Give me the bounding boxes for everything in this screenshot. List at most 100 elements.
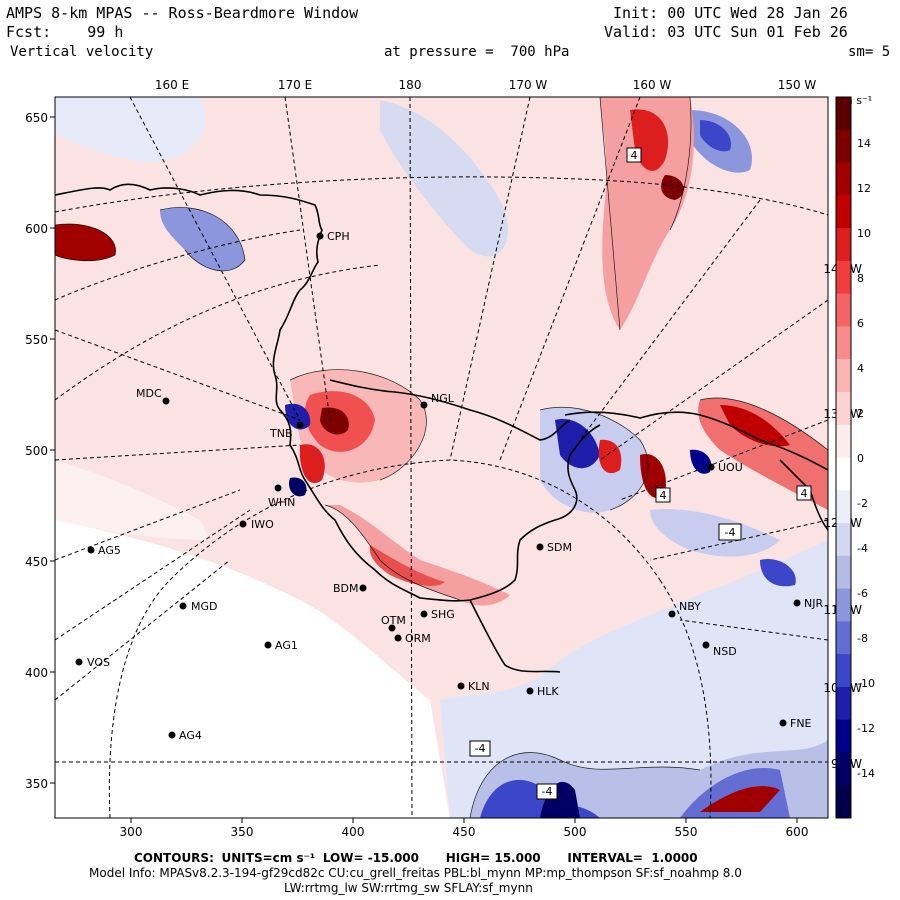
valid-time: Valid: 03 UTC Sun 01 Feb 26	[604, 23, 848, 41]
blue-core-tam-2	[289, 477, 307, 497]
station-label: NBY	[679, 600, 701, 613]
forecast-hour: Fcst: 99 h	[6, 23, 123, 41]
init-value: 00 UTC Wed 28 Jan 26	[667, 4, 848, 22]
station-nsd[interactable]: NSD	[702, 641, 737, 659]
station-mdc[interactable]: MDC	[136, 387, 170, 405]
station-bdm[interactable]: BDM	[333, 582, 367, 595]
red-core-coast	[369, 545, 445, 586]
lon-label: 170 E	[278, 78, 312, 92]
station-fne[interactable]: FNE	[779, 717, 812, 730]
colorbar-frame	[835, 96, 852, 819]
colorbar-swatch	[836, 752, 851, 786]
y-tick-label: 600	[25, 222, 48, 236]
lon-label: 170 W	[509, 78, 548, 92]
station-label: NSD	[713, 645, 737, 658]
contour-label: 4	[631, 149, 638, 162]
init-time: Init: 00 UTC Wed 28 Jan 26	[613, 4, 848, 22]
station-sdm[interactable]: SDM	[536, 541, 572, 554]
station-whn[interactable]: WHN	[268, 484, 295, 510]
x-tick-label: 550	[675, 825, 698, 839]
colorbar-swatch	[836, 523, 851, 557]
station-cph[interactable]: CPH	[316, 230, 350, 243]
contours-label: CONTOURS:	[134, 851, 214, 865]
colorbar-label: -6	[857, 587, 868, 600]
station-label: OTM	[381, 614, 406, 627]
colorbar-labels: 14 12 10 8 6 4 2 0 -2 -4 -6 -8 -10 -12 -14	[857, 137, 875, 780]
station-label: MGD	[191, 600, 218, 613]
lon-label: 160 W	[633, 78, 672, 92]
station-nby[interactable]: NBY	[668, 600, 702, 618]
station-label: UOU	[718, 461, 743, 474]
red-core-south	[700, 786, 780, 812]
station-uou[interactable]: UOU	[707, 461, 743, 474]
lon-label: 160 E	[155, 78, 189, 92]
x-tick-label: 300	[120, 825, 143, 839]
lon-label: 150 W	[778, 78, 817, 92]
stations: CPH NGL MDC TNB WHN IWO AG5 BDM SHG OTM …	[75, 230, 824, 742]
colorbar-label: -12	[857, 722, 875, 735]
fcst-value: 99 h	[87, 23, 124, 41]
station-tnb[interactable]: TNB	[269, 421, 304, 441]
colorbar-swatch	[836, 424, 851, 458]
colorbar-label: 2	[857, 407, 864, 420]
colorbar-label: 10	[857, 227, 871, 240]
contour-label: -4	[475, 742, 486, 755]
station-ag4[interactable]: AG4	[168, 729, 202, 742]
station-label: AG5	[98, 544, 121, 557]
colorbar-swatch	[836, 391, 851, 426]
colorbar-swatch	[836, 785, 851, 819]
colorbar-swatch	[836, 686, 851, 721]
red-band-coast	[325, 505, 510, 606]
colorbar-label: 8	[857, 272, 864, 285]
y-tick-label: 650	[25, 111, 48, 125]
fcst-label: Fcst:	[6, 23, 52, 41]
station-ag5[interactable]: AG5	[87, 544, 121, 557]
colorbar-swatch	[836, 457, 851, 491]
red-core-ne-2	[661, 175, 684, 200]
station-mgd[interactable]: MGD	[179, 600, 218, 613]
red-core-east	[598, 439, 622, 474]
station-ngl[interactable]: NGL	[420, 392, 455, 409]
station-label: AG4	[179, 729, 202, 742]
colorbar-swatch	[836, 621, 851, 655]
blue-core-east-3	[760, 559, 796, 587]
colorbar-label: -14	[857, 767, 875, 780]
station-label: CPH	[327, 230, 350, 243]
blue-patch-nw	[160, 207, 245, 271]
blue-field-east-2	[650, 509, 780, 557]
colorbar-label: -10	[857, 677, 875, 690]
colorbar-swatch	[836, 129, 851, 164]
y-tick-label: 500	[25, 444, 48, 458]
station-label: KLN	[468, 680, 490, 693]
station-orm[interactable]: ORM	[394, 632, 431, 645]
colorbar-swatch	[836, 162, 851, 196]
top-longitude-labels: 160 E 170 E 180 170 W 160 W 150 W	[155, 78, 817, 92]
model-info-2: LW:rrtmg_lw SW:rrtmg_sw SFLAY:sf_mynn	[284, 881, 533, 895]
station-otm[interactable]: OTM	[381, 614, 406, 632]
light-field-region	[55, 460, 210, 540]
y-tick-label: 350	[25, 777, 48, 791]
blue-field-nw	[55, 97, 206, 162]
station-label: ORM	[405, 632, 431, 645]
lon-label: 180	[399, 78, 422, 92]
colorbar-swatch	[836, 97, 851, 131]
colorbar-swatch	[836, 293, 851, 327]
red-band-ne	[600, 97, 694, 330]
station-hlk[interactable]: HLK	[526, 685, 560, 698]
colorbar-label: 0	[857, 452, 864, 465]
blue-core-east-2	[690, 449, 712, 474]
station-label: AG1	[275, 639, 298, 652]
station-vos[interactable]: VOS	[75, 656, 110, 669]
station-shg[interactable]: SHG	[420, 608, 455, 621]
station-ag1[interactable]: AG1	[264, 639, 298, 652]
station-kln[interactable]: KLN	[457, 680, 490, 693]
station-njr[interactable]: NJR	[793, 597, 824, 610]
station-iwo[interactable]: IWO	[239, 518, 275, 531]
station-label: WHN	[268, 496, 295, 509]
units-label: UNITS=cm s⁻¹	[221, 851, 316, 865]
colorbar-label: -4	[857, 542, 868, 555]
blue-core-ne	[700, 120, 731, 152]
x-axis: 300 350 400 450 500 550 600	[120, 818, 808, 839]
y-axis: 650 600 550 500 450 400 350	[25, 111, 55, 791]
colorbar-label: 6	[857, 317, 864, 330]
